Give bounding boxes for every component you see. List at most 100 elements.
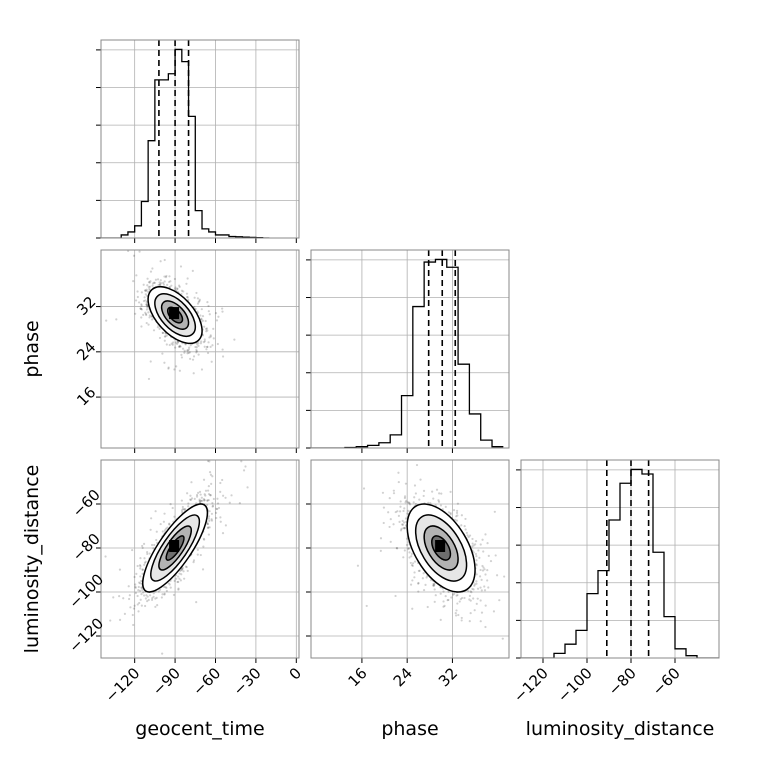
sample-point [165,589,168,593]
sample-point [216,342,219,346]
sample-point [207,533,210,536]
sample-point [186,569,189,573]
sample-point [456,593,459,597]
sample-point [132,623,135,627]
sample-point [105,319,108,322]
sample-point [198,501,202,504]
x-tick-label-luminosity_distance: −80 [605,664,640,699]
sample-point [197,353,200,356]
sample-point [210,518,213,521]
sample-point [140,604,143,607]
sample-point [405,537,409,540]
y-tick-label-phase: 24 [73,338,99,364]
sample-point [145,206,147,208]
sample-point [143,289,147,292]
sample-point [207,485,210,488]
sample-point [494,554,497,557]
sample-point [224,496,227,499]
sample-point [433,584,436,587]
sample-point [173,368,176,371]
sample-point [216,497,219,500]
sample-point [475,563,478,566]
sample-point [460,514,463,517]
sample-point [454,614,458,617]
sample-point [470,591,473,594]
sample-point [139,565,142,568]
sample-point [487,554,490,557]
sample-point [211,504,215,507]
sample-point [163,512,166,515]
sample-point [209,345,212,348]
sample-point [401,523,404,526]
sample-point [133,575,136,579]
sample-point [140,307,143,311]
sample-point [415,463,419,467]
sample-point [221,307,224,310]
x-axis-label-phase: phase [381,718,438,740]
sample-point [138,250,141,253]
sample-point [185,282,188,285]
sample-point [209,473,212,476]
sample-point [417,581,420,585]
sample-point [501,637,504,640]
sample-point [157,590,160,593]
sample-point [200,340,203,343]
sample-point [156,278,160,281]
sample-point [486,569,489,572]
sample-point [146,306,149,309]
sample-point [141,544,144,548]
sample-point [450,596,453,599]
sample-point [414,502,417,506]
sample-point [408,551,411,554]
sample-point [396,547,399,550]
sample-point [147,285,150,289]
sample-point [142,594,146,597]
sample-point [145,301,148,304]
y-axis-label-phase: phase [21,320,43,377]
sample-point [147,377,151,381]
sample-point [192,355,196,358]
sample-point [194,307,197,311]
sample-point [148,316,151,319]
sample-point [159,260,162,263]
sample-point [207,526,210,529]
sample-point [166,526,169,529]
sample-point [144,289,147,292]
sample-point [388,497,391,500]
sample-point [149,270,153,273]
sample-point [187,502,190,505]
histogram-step-phase [311,258,504,448]
sample-point [182,290,185,293]
sample-point [180,509,184,512]
sample-point [181,505,184,509]
sample-point [206,301,209,304]
sample-point [168,275,171,278]
sample-point [188,346,191,349]
sample-point [413,484,417,487]
sample-point [465,531,468,534]
sample-point [479,586,482,589]
sample-point [442,605,445,608]
sample-point [455,609,458,612]
sample-point [221,310,224,313]
sample-point [167,366,170,369]
sample-point [405,499,408,502]
sample-point [456,502,460,505]
sample-point [146,552,149,556]
sample-point [194,345,197,349]
sample-point [382,506,386,509]
sample-point [147,311,150,314]
sample-point [142,299,146,303]
sample-point [210,482,213,485]
sample-point [199,493,202,496]
sample-point [161,593,164,596]
sample-point [482,566,485,569]
sample-point [478,575,482,578]
sample-point [181,507,184,511]
sample-point [170,284,173,287]
sample-point [204,319,207,323]
sample-point [475,602,478,605]
sample-point [481,538,484,541]
sample-point [475,573,478,576]
sample-point [176,341,180,344]
